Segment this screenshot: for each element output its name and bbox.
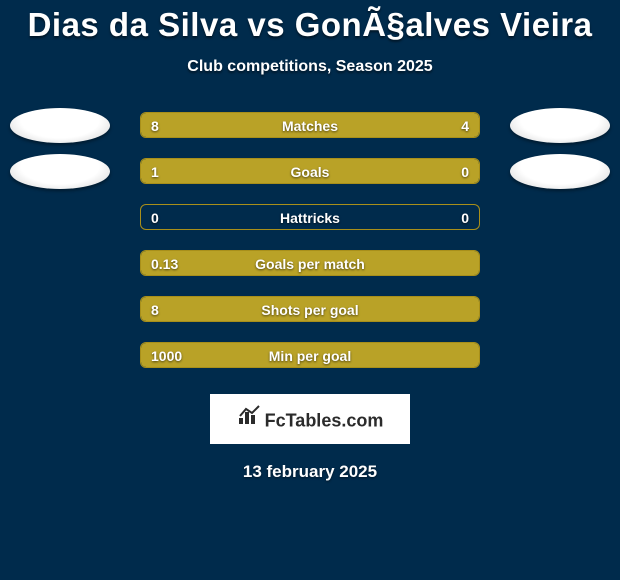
stat-metric-label: Matches bbox=[141, 113, 479, 138]
stat-row: 0.13Goals per match bbox=[0, 250, 620, 296]
stat-metric-label: Shots per goal bbox=[141, 297, 479, 322]
stats-block: 8Matches41Goals00Hattricks00.13Goals per… bbox=[0, 112, 620, 388]
stat-metric-label: Goals per match bbox=[141, 251, 479, 276]
fctables-logo-icon bbox=[237, 395, 263, 445]
stat-value-right: 0 bbox=[461, 205, 469, 230]
stat-metric-label: Hattricks bbox=[141, 205, 479, 230]
player-avatar-left bbox=[10, 108, 110, 143]
stat-track: 0Hattricks0 bbox=[140, 204, 480, 230]
stat-track: 1Goals0 bbox=[140, 158, 480, 184]
stat-row: 1000Min per goal bbox=[0, 342, 620, 388]
stat-row: 8Shots per goal bbox=[0, 296, 620, 342]
page-title: Dias da Silva vs GonÃ§alves Vieira bbox=[0, 0, 620, 44]
stat-track: 1000Min per goal bbox=[140, 342, 480, 368]
date-text: 13 february 2025 bbox=[0, 462, 620, 482]
comparison-infographic: Dias da Silva vs GonÃ§alves Vieira Club … bbox=[0, 0, 620, 580]
brand-badge: FcTables.com bbox=[210, 394, 410, 444]
player-avatar-right bbox=[510, 108, 610, 143]
stat-value-right: 4 bbox=[461, 113, 469, 138]
stat-row: 0Hattricks0 bbox=[0, 204, 620, 250]
subtitle: Club competitions, Season 2025 bbox=[0, 58, 620, 76]
stat-track: 8Matches4 bbox=[140, 112, 480, 138]
stat-value-right: 0 bbox=[461, 159, 469, 184]
stat-row: 8Matches4 bbox=[0, 112, 620, 158]
stat-track: 0.13Goals per match bbox=[140, 250, 480, 276]
stat-track: 8Shots per goal bbox=[140, 296, 480, 322]
stat-metric-label: Min per goal bbox=[141, 343, 479, 368]
stat-metric-label: Goals bbox=[141, 159, 479, 184]
player-avatar-left bbox=[10, 154, 110, 189]
player-avatar-right bbox=[510, 154, 610, 189]
brand-text: FcTables.com bbox=[265, 410, 384, 430]
stat-row: 1Goals0 bbox=[0, 158, 620, 204]
